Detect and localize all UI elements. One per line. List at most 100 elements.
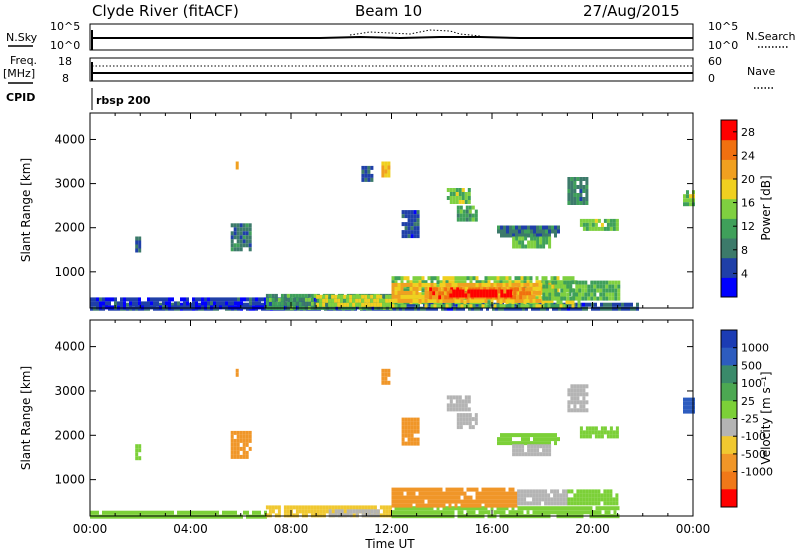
- cell: [445, 276, 449, 281]
- cell: [234, 514, 237, 519]
- cell: [455, 399, 459, 404]
- cell: [579, 189, 583, 193]
- cell: [537, 306, 540, 311]
- cell: [579, 404, 583, 409]
- cell: [613, 506, 617, 511]
- cell: [204, 510, 207, 515]
- cell: [408, 302, 411, 307]
- cell: [222, 305, 225, 310]
- cell: [400, 286, 404, 291]
- cell: [505, 298, 509, 303]
- cell: [416, 230, 420, 235]
- cell: [573, 408, 577, 413]
- cell: [689, 401, 692, 406]
- cell: [325, 301, 329, 306]
- cell: [424, 304, 428, 309]
- cell: [624, 306, 627, 311]
- cell: [234, 305, 237, 310]
- cell: [449, 403, 453, 408]
- cell: [135, 248, 139, 253]
- cell: [600, 430, 604, 435]
- cell: [503, 233, 506, 238]
- cell: [554, 437, 557, 442]
- cell: [484, 499, 488, 504]
- cell: [445, 298, 449, 303]
- cell: [536, 225, 539, 230]
- cell: [245, 438, 249, 443]
- cell: [474, 217, 478, 222]
- cell: [615, 226, 619, 231]
- cell: [523, 501, 527, 506]
- cell: [496, 503, 500, 508]
- cell: [219, 301, 222, 306]
- cell: [456, 425, 460, 430]
- cell: [565, 300, 569, 305]
- cell: [468, 213, 472, 218]
- cell: [322, 513, 326, 518]
- cell: [469, 510, 473, 515]
- cell: [529, 489, 533, 494]
- cell: [436, 276, 440, 281]
- cell: [571, 280, 575, 285]
- cell: [527, 433, 530, 438]
- colorbar-tick-label: -25: [741, 413, 759, 426]
- cell: [547, 501, 551, 506]
- cell: [509, 293, 513, 298]
- cell: [463, 304, 467, 309]
- cell: [567, 181, 571, 185]
- cell: [609, 302, 612, 307]
- cell: [280, 297, 284, 302]
- cell: [316, 509, 320, 514]
- cell: [364, 302, 368, 307]
- cell: [135, 444, 139, 449]
- cell: [499, 499, 503, 504]
- cell: [603, 226, 607, 231]
- time-tick-label: 00:00: [676, 522, 711, 536]
- cell: [180, 302, 183, 307]
- cell: [135, 448, 139, 453]
- cell: [473, 293, 477, 298]
- cell: [607, 510, 611, 515]
- cell: [381, 161, 385, 166]
- cell: [168, 510, 171, 515]
- cell: [567, 497, 571, 502]
- cell: [592, 510, 596, 515]
- cell: [600, 493, 604, 498]
- cell: [401, 214, 405, 219]
- cell: [496, 276, 500, 281]
- cell: [249, 297, 252, 302]
- cell: [418, 510, 422, 515]
- cell: [421, 506, 425, 511]
- cell: [566, 292, 570, 297]
- cell: [397, 503, 401, 508]
- cell: [487, 304, 491, 309]
- cell: [499, 282, 503, 287]
- cell: [384, 380, 388, 385]
- cell: [234, 510, 237, 515]
- cell: [219, 514, 222, 519]
- cell: [521, 236, 525, 241]
- cell: [523, 497, 527, 502]
- cell: [123, 301, 126, 306]
- cell: [515, 444, 519, 449]
- cell: [135, 510, 138, 515]
- cell: [565, 497, 569, 502]
- cell: [387, 169, 391, 174]
- cell: [391, 491, 395, 496]
- cell: [138, 514, 141, 519]
- cell: [515, 452, 519, 457]
- cell: [548, 244, 552, 249]
- cell: [533, 448, 537, 453]
- cell: [430, 276, 434, 281]
- cell: [502, 280, 506, 285]
- cell: [90, 297, 93, 302]
- cell: [585, 218, 589, 223]
- cell: [413, 210, 417, 215]
- cell: [579, 177, 583, 181]
- cell: [579, 497, 583, 502]
- cell: [505, 276, 509, 281]
- cell: [117, 514, 120, 519]
- cell: [493, 487, 497, 492]
- cell: [491, 293, 495, 298]
- cell: [245, 223, 249, 228]
